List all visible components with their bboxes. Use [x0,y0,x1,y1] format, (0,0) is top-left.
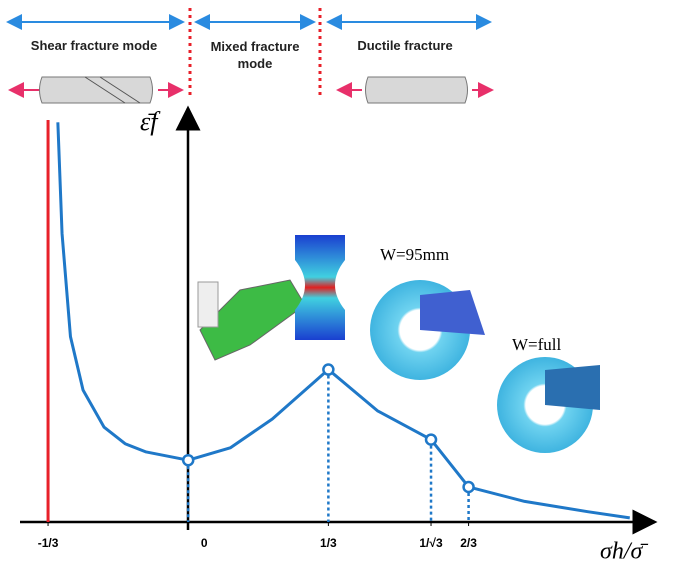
x-tick-label: 1/3 [320,536,337,550]
annotation: Ductile fracture [330,38,480,53]
shear-specimen [40,77,153,103]
point [464,482,474,492]
annotation: Mixed fracture mode [205,38,305,72]
chart: ε̄f σh/σ̄ -1/3 0 1/3 1/√3 2/3 [0,0,695,565]
point [323,365,333,375]
annotation: W=full [512,335,561,355]
ductile-specimen [366,77,468,103]
fe-quarter [545,365,600,410]
fe-dogbone-model [295,235,345,340]
point [426,435,436,445]
x-axis-label: σh/σ̄ [600,539,648,565]
fe-legend [198,282,218,327]
point [183,455,193,465]
annotation: W=95mm [380,245,449,265]
x-tick-label: 2/3 [460,536,477,550]
figure: ε̄f σh/σ̄ -1/3 0 1/3 1/√3 2/3 Shear fracture… [0,0,695,565]
fe-quarter [420,290,485,335]
x-tick-label: -1/3 [38,536,59,550]
x-tick-label: 1/√3 [419,536,443,550]
y-axis-label: ε̄f [140,107,161,136]
annotation: Shear fracture mode [4,38,184,53]
x-tick-label: 0 [201,536,208,550]
